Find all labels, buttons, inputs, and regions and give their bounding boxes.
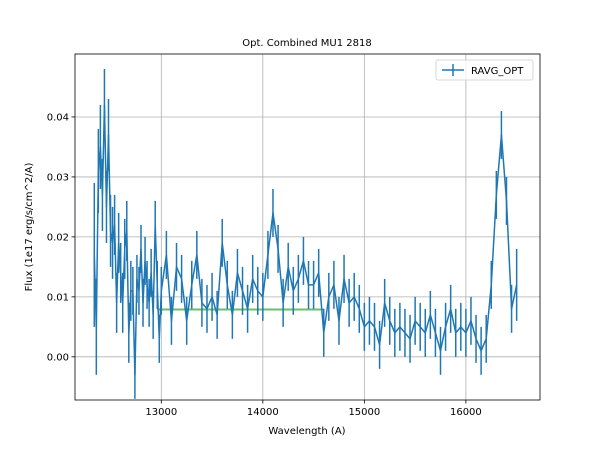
- x-tick-label: 13000: [145, 407, 177, 418]
- x-tick-label: 16000: [450, 407, 482, 418]
- y-tick-label: 0.03: [47, 172, 69, 183]
- x-axis-label: Wavelength (A): [268, 426, 345, 437]
- grid-layer: [75, 54, 540, 400]
- y-tick-label: 0.02: [47, 232, 69, 243]
- y-tick-label: 0.00: [47, 352, 69, 363]
- legend-box: [435, 59, 534, 81]
- axes-frame: [74, 53, 541, 401]
- chart-title: Opt. Combined MU1 2818: [242, 38, 371, 49]
- x-axis: 13000 14000 15000 16000: [145, 400, 482, 418]
- legend: RAVG_OPT: [435, 59, 534, 81]
- y-axis: 0.00 0.01 0.02 0.03 0.04: [47, 112, 75, 363]
- series-line: [93, 104, 518, 376]
- plot-area: [93, 68, 518, 399]
- y-tick-label: 0.01: [47, 292, 69, 303]
- series-RAVG_OPT: [93, 68, 518, 399]
- legend-label: RAVG_OPT: [471, 66, 524, 77]
- x-tick-label: 15000: [348, 407, 380, 418]
- y-axis-label: Flux (1e17 erg/s/cm^2/A): [24, 163, 35, 292]
- y-tick-label: 0.04: [47, 112, 69, 123]
- x-tick-label: 14000: [247, 407, 279, 418]
